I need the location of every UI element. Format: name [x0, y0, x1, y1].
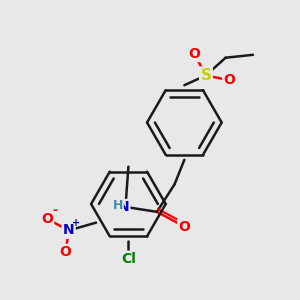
Text: N: N: [63, 224, 74, 238]
Text: -: -: [52, 204, 57, 218]
Text: O: O: [60, 245, 72, 259]
Text: O: O: [188, 47, 200, 61]
Text: H: H: [112, 200, 123, 212]
Text: O: O: [224, 73, 236, 87]
Text: O: O: [41, 212, 53, 226]
Text: +: +: [72, 218, 80, 228]
Text: Cl: Cl: [121, 252, 136, 266]
Text: O: O: [178, 220, 190, 234]
Text: S: S: [200, 68, 211, 83]
Text: N: N: [118, 200, 129, 214]
